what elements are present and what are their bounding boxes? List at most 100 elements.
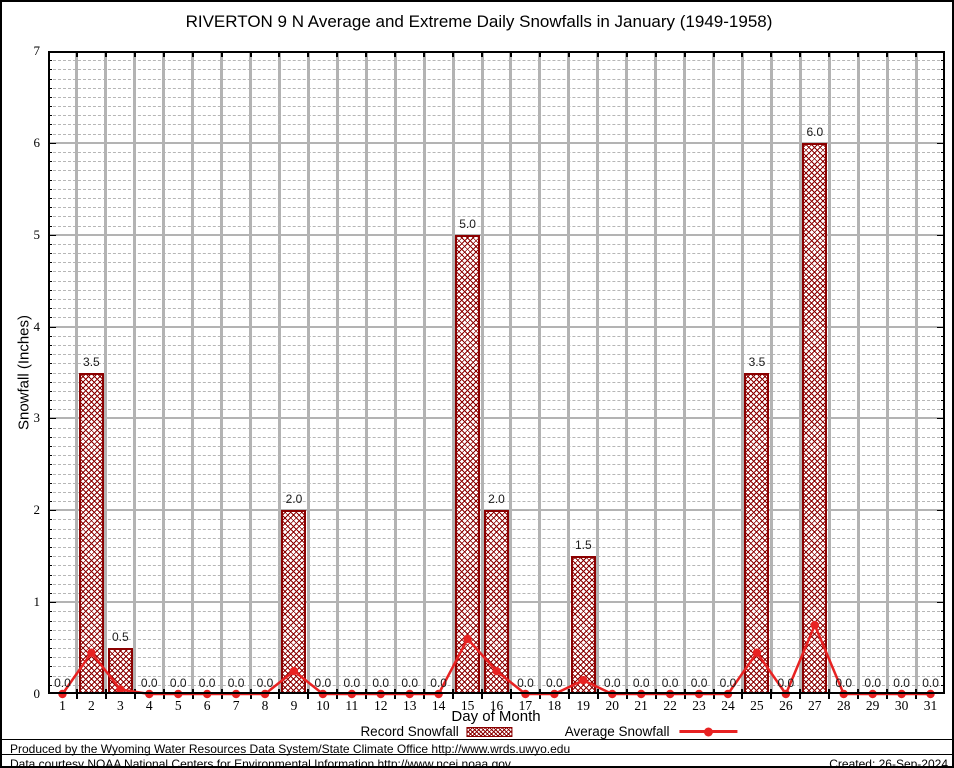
x-axis-tick-top bbox=[307, 51, 310, 57]
x-axis-tick-top bbox=[249, 51, 252, 57]
gridline-minor bbox=[48, 344, 945, 346]
gridline-minor bbox=[48, 115, 945, 117]
gridline-vertical bbox=[567, 51, 571, 694]
y-axis-tick bbox=[48, 675, 52, 677]
average-marker-day-6 bbox=[202, 689, 212, 699]
value-label-day-11: 0.0 bbox=[343, 676, 361, 690]
y-axis-tick bbox=[48, 666, 52, 668]
value-label-day-21: 0.0 bbox=[632, 676, 650, 690]
separator-line bbox=[2, 739, 952, 740]
gridline-vertical bbox=[162, 51, 166, 694]
gridline-vertical bbox=[191, 51, 195, 694]
x-tick-label-28: 28 bbox=[836, 698, 851, 713]
gridline-major bbox=[48, 325, 945, 328]
gridline-minor bbox=[48, 390, 945, 392]
gridline-vertical bbox=[277, 51, 281, 694]
average-marker-day-20 bbox=[608, 689, 617, 699]
y-axis-tick bbox=[48, 234, 56, 236]
gridline-vertical bbox=[393, 51, 397, 694]
gridline-vertical bbox=[364, 51, 368, 694]
legend-average-marker-icon bbox=[704, 727, 714, 736]
value-label-day-7: 0.0 bbox=[227, 676, 245, 690]
y-axis-tick bbox=[48, 427, 52, 429]
y-tick-label-6: 6 bbox=[33, 134, 41, 150]
y-axis-tick bbox=[48, 78, 52, 80]
record-bar-day-9 bbox=[281, 510, 307, 694]
x-axis-tick-top bbox=[770, 51, 773, 57]
x-tick-label-8: 8 bbox=[261, 698, 269, 713]
x-axis-tick-top bbox=[799, 51, 802, 57]
x-axis-tick-top bbox=[336, 51, 339, 57]
value-label-day-3: 0.5 bbox=[111, 630, 129, 645]
gridline-minor bbox=[48, 216, 945, 218]
record-bar-day-27 bbox=[802, 142, 828, 694]
y-axis-tick bbox=[937, 418, 945, 420]
y-axis-tick bbox=[48, 400, 52, 402]
gridline-minor bbox=[48, 280, 945, 282]
x-axis-tick-top bbox=[683, 51, 686, 57]
y-axis-tick bbox=[48, 317, 52, 319]
y-axis-tick bbox=[48, 381, 52, 383]
value-label-day-1: 0.0 bbox=[54, 676, 71, 690]
x-tick-label-25: 25 bbox=[750, 698, 764, 713]
x-axis-tick-bottom bbox=[481, 689, 484, 699]
average-marker-day-19 bbox=[579, 676, 588, 685]
gridline-minor bbox=[48, 335, 945, 337]
y-axis-tick bbox=[48, 620, 52, 622]
y-axis-tick bbox=[937, 602, 945, 604]
gridline-vertical bbox=[480, 51, 484, 694]
legend-record-label: Record Snowfall bbox=[360, 724, 459, 739]
y-axis-tick bbox=[48, 207, 52, 209]
x-tick-label-18: 18 bbox=[547, 698, 562, 713]
average-marker-day-31 bbox=[926, 689, 935, 699]
average-marker-day-15 bbox=[463, 634, 472, 644]
gridline-vertical bbox=[856, 51, 860, 694]
gridline-minor bbox=[48, 317, 945, 319]
y-axis-tick bbox=[937, 234, 945, 236]
gridline-minor bbox=[48, 354, 945, 356]
footer-created: Created: 26-Sep-2024 bbox=[829, 757, 948, 768]
gridline-vertical bbox=[625, 51, 629, 694]
x-axis-tick-bottom bbox=[567, 689, 570, 699]
average-marker-day-28 bbox=[839, 689, 848, 699]
x-axis-tick-top bbox=[654, 51, 657, 57]
y-axis-tick bbox=[48, 409, 52, 411]
gridline-minor bbox=[48, 253, 945, 255]
y-axis-tick bbox=[48, 243, 52, 245]
x-axis-tick-top bbox=[162, 51, 165, 57]
average-marker-day-10 bbox=[318, 689, 328, 699]
average-marker-day-9 bbox=[289, 666, 299, 676]
y-axis-tick bbox=[48, 354, 52, 356]
x-tick-label-17: 17 bbox=[518, 698, 533, 713]
y-axis-tick bbox=[48, 216, 52, 218]
average-marker-day-24 bbox=[723, 689, 733, 699]
gridline-vertical bbox=[769, 51, 773, 694]
value-label-day-23: 0.0 bbox=[690, 676, 708, 690]
average-marker-day-18 bbox=[550, 689, 559, 699]
gridline-minor bbox=[48, 427, 945, 429]
x-axis-tick-bottom bbox=[452, 689, 455, 699]
x-axis-tick-top bbox=[712, 51, 715, 57]
y-axis-tick bbox=[48, 335, 52, 337]
gridline-minor bbox=[48, 179, 945, 181]
value-label-day-17: 0.0 bbox=[517, 676, 534, 690]
y-axis-tick bbox=[48, 69, 52, 71]
average-marker-day-2 bbox=[87, 648, 96, 657]
y-tick-label-7: 7 bbox=[33, 43, 41, 58]
gridline-minor bbox=[48, 161, 945, 163]
gridline-vertical bbox=[914, 51, 918, 694]
gridline-minor bbox=[48, 400, 945, 402]
value-label-day-31: 0.0 bbox=[922, 676, 939, 690]
y-axis-tick bbox=[48, 188, 52, 190]
y-axis-tick bbox=[48, 87, 52, 89]
value-label-day-15: 5.0 bbox=[459, 216, 476, 231]
gridline-vertical bbox=[798, 51, 802, 694]
gridline-vertical bbox=[654, 51, 658, 694]
y-axis-tick bbox=[48, 271, 52, 273]
x-tick-label-6: 6 bbox=[203, 698, 211, 713]
footer-data-courtesy: Created: 26-Sep-2024 Data courtesy NOAA … bbox=[10, 757, 948, 768]
average-snowfall-line bbox=[58, 620, 935, 699]
y-axis-tick bbox=[48, 491, 52, 493]
y-tick-label-5: 5 bbox=[33, 226, 41, 242]
